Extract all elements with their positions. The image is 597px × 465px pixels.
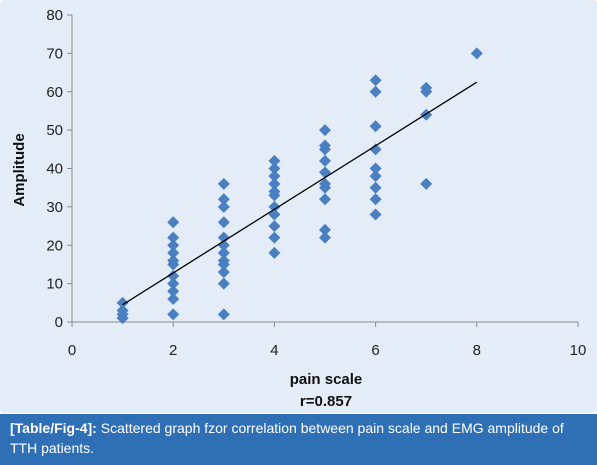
data-point [268, 154, 281, 167]
data-point [217, 239, 230, 252]
y-tick-label: 10 [46, 276, 63, 293]
data-point [268, 162, 281, 175]
data-point [268, 200, 281, 213]
data-point [319, 181, 331, 194]
data-point [167, 216, 180, 229]
data-point [217, 231, 230, 244]
data-point [116, 312, 129, 325]
y-axis-title: Amplitude [11, 133, 28, 206]
data-point [319, 143, 331, 156]
data-point [217, 266, 230, 279]
y-tick-label: 20 [46, 237, 63, 254]
x-tick-label: 4 [270, 342, 278, 359]
data-point [268, 220, 281, 233]
data-point [369, 85, 382, 98]
y-tick-label: 40 [46, 161, 63, 178]
y-tick-label: 70 [46, 45, 63, 62]
data-point [319, 154, 331, 167]
data-point [319, 193, 331, 206]
data-points [116, 47, 483, 325]
data-point [369, 74, 382, 87]
data-point [217, 277, 230, 290]
data-point [369, 193, 382, 206]
data-point [217, 177, 230, 190]
data-point [116, 296, 129, 309]
data-point [369, 208, 382, 221]
data-point [268, 177, 281, 190]
data-point [167, 246, 180, 259]
data-point [319, 223, 331, 236]
data-point [268, 231, 281, 244]
y-axis-ticks: 0 10 20 30 40 50 60 70 80 [46, 7, 72, 331]
y-tick-label: 60 [46, 84, 63, 101]
x-tick-label: 2 [169, 342, 177, 359]
x-tick-label: 0 [68, 342, 76, 359]
data-point [167, 285, 180, 298]
data-point [167, 239, 180, 252]
x-tick-label: 6 [371, 342, 379, 359]
data-point [319, 166, 331, 179]
figure-caption: [Table/Fig-4]: Scattered graph fzor corr… [0, 414, 597, 465]
data-point [167, 277, 180, 290]
data-point [319, 124, 331, 137]
data-point [217, 193, 230, 206]
data-point [420, 85, 433, 98]
x-axis-ticks: 0 2 4 6 8 10 [68, 322, 587, 359]
data-point [268, 208, 281, 221]
data-point [167, 269, 180, 282]
data-point [369, 120, 382, 133]
data-point [470, 47, 483, 60]
data-point [217, 216, 230, 229]
data-point [167, 258, 180, 271]
chart-panel: 0 10 20 30 40 50 60 70 80 0 2 4 6 8 10 Amplitude pain… [0, 0, 597, 413]
chart-subtitle: r=0.857 [300, 393, 352, 410]
x-axis-title: pain scale [290, 371, 363, 388]
x-tick-label: 10 [570, 342, 587, 359]
data-point [420, 177, 433, 190]
caption-text: Scattered graph fzor correlation between… [10, 420, 564, 456]
data-point [369, 143, 382, 156]
data-point [319, 231, 331, 244]
data-point [268, 170, 281, 183]
scatter-chart: 0 10 20 30 40 50 60 70 80 0 2 4 6 8 10 Amplitude pain… [11, 7, 587, 410]
data-point [369, 181, 382, 194]
data-point [369, 170, 382, 183]
y-tick-label: 50 [46, 122, 63, 139]
data-point [167, 308, 180, 321]
data-point [268, 189, 281, 202]
trendline [122, 81, 478, 306]
x-tick-label: 8 [473, 342, 481, 359]
data-point [167, 231, 180, 244]
y-tick-label: 80 [46, 7, 63, 24]
data-point [217, 308, 230, 321]
data-point [268, 246, 281, 259]
data-point [369, 162, 382, 175]
data-point [217, 246, 230, 259]
data-point [217, 200, 230, 213]
data-point [217, 258, 230, 271]
y-tick-label: 30 [46, 199, 63, 216]
caption-tag: [Table/Fig-4]: [10, 420, 97, 436]
y-tick-label: 0 [55, 314, 63, 331]
data-point [167, 292, 180, 305]
